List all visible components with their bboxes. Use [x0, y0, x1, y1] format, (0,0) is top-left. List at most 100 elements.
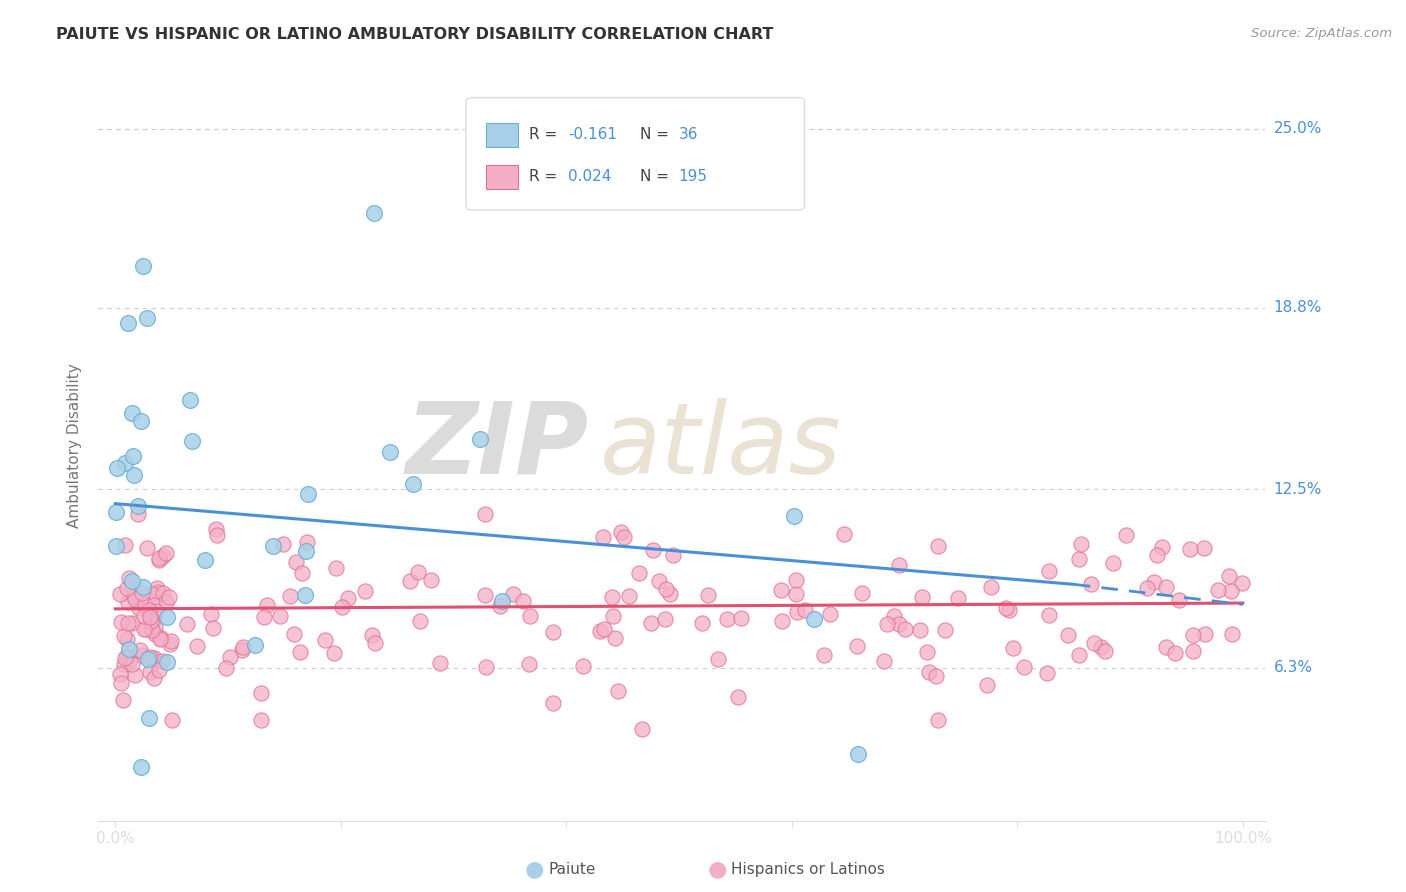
Point: [1167, 593, 1189, 607]
Point: [803, 611, 825, 625]
Point: [297, 535, 319, 549]
Point: [288, 645, 311, 659]
Point: [180, 434, 202, 449]
Point: [129, 414, 152, 428]
Point: [135, 623, 157, 637]
Point: [832, 527, 855, 541]
Point: [108, 587, 131, 601]
Point: [194, 553, 217, 567]
FancyBboxPatch shape: [465, 97, 804, 210]
Text: 18.8%: 18.8%: [1274, 301, 1322, 315]
Point: [156, 655, 179, 669]
Point: [128, 600, 150, 615]
Point: [139, 610, 162, 624]
Point: [1156, 581, 1178, 595]
Text: R =: R =: [529, 169, 562, 185]
Text: Source: ZipAtlas.com: Source: ZipAtlas.com: [1251, 27, 1392, 40]
Point: [149, 631, 172, 645]
Point: [1094, 644, 1116, 658]
Point: [155, 595, 177, 609]
Point: [262, 539, 284, 553]
Point: [1178, 541, 1201, 556]
Point: [325, 561, 347, 575]
Point: [887, 616, 910, 631]
Point: [924, 669, 946, 683]
Point: [654, 612, 676, 626]
Point: [364, 636, 387, 650]
Point: [889, 558, 911, 573]
Point: [138, 603, 160, 617]
Point: [112, 657, 135, 672]
Point: [1012, 660, 1035, 674]
Point: [131, 260, 153, 274]
Text: 25.0%: 25.0%: [1274, 121, 1322, 136]
Point: [602, 609, 624, 624]
Point: [142, 613, 165, 627]
Point: [1220, 584, 1243, 599]
Point: [361, 628, 384, 642]
Point: [143, 671, 166, 685]
Point: [770, 614, 793, 628]
Point: [1154, 640, 1177, 654]
Point: [1218, 569, 1240, 583]
Point: [488, 599, 510, 614]
Point: [136, 652, 159, 666]
Point: [640, 616, 662, 631]
Point: [245, 638, 267, 652]
Point: [883, 609, 905, 624]
Point: [139, 665, 162, 679]
Point: [117, 632, 139, 646]
Point: [108, 666, 131, 681]
Point: [851, 586, 873, 600]
Point: [873, 654, 896, 668]
Point: [253, 610, 276, 624]
Point: [124, 591, 146, 606]
Point: [475, 660, 498, 674]
Point: [155, 546, 177, 560]
Point: [783, 509, 806, 524]
Point: [127, 507, 149, 521]
Point: [201, 621, 224, 635]
Point: [118, 641, 141, 656]
Point: [628, 566, 651, 580]
Point: [142, 651, 165, 665]
Point: [785, 586, 807, 600]
Point: [378, 444, 401, 458]
Point: [1038, 564, 1060, 578]
Point: [572, 659, 595, 673]
Point: [105, 461, 128, 475]
Point: [110, 676, 132, 690]
Point: [117, 317, 139, 331]
Point: [474, 507, 496, 521]
Point: [150, 654, 173, 668]
Point: [603, 632, 626, 646]
Point: [398, 574, 420, 588]
Text: R =: R =: [529, 128, 562, 143]
Point: [468, 432, 491, 446]
Point: [179, 393, 201, 408]
Text: Paiute: Paiute: [548, 863, 596, 877]
Text: ●: ●: [707, 860, 727, 880]
Point: [124, 667, 146, 681]
Point: [146, 581, 169, 595]
Point: [149, 632, 172, 646]
Point: [114, 538, 136, 552]
Point: [730, 611, 752, 625]
Point: [541, 696, 564, 710]
Point: [118, 570, 141, 584]
Point: [124, 467, 146, 482]
Point: [1143, 574, 1166, 589]
Point: [980, 580, 1002, 594]
Point: [294, 588, 316, 602]
Text: N =: N =: [640, 128, 673, 143]
Point: [793, 602, 815, 616]
Point: [1101, 556, 1123, 570]
Point: [219, 650, 242, 665]
Point: [139, 614, 162, 628]
Point: [215, 660, 238, 674]
Point: [429, 657, 451, 671]
Text: ●: ●: [524, 860, 544, 880]
Point: [143, 599, 166, 613]
Point: [135, 541, 157, 555]
Point: [1070, 537, 1092, 551]
